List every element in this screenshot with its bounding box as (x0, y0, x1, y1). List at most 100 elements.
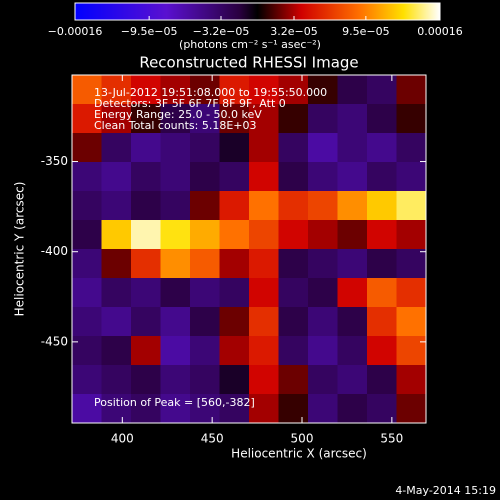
heat-cell (337, 336, 368, 366)
heat-cell (219, 220, 250, 250)
x-tick-label: 500 (291, 432, 314, 446)
heat-cell (278, 394, 309, 424)
heat-cell (249, 394, 279, 424)
heat-cell (101, 278, 132, 308)
heat-cell (131, 162, 161, 192)
colorbar-tick-label: 3.2e−05 (270, 25, 317, 38)
heat-cell (219, 365, 250, 395)
heat-cell (278, 220, 309, 250)
heat-cell (72, 75, 102, 105)
heat-cell (190, 220, 220, 250)
heat-cell (308, 336, 338, 366)
heat-cell (337, 104, 368, 134)
heat-cell (160, 191, 191, 221)
heat-cell (249, 133, 279, 163)
heat-cell (278, 191, 309, 221)
heat-cell (278, 162, 309, 192)
heat-cell (337, 278, 368, 308)
heat-cell (160, 336, 191, 366)
heat-cell (308, 278, 338, 308)
heat-cell (396, 104, 427, 134)
colorbar-tick-label: −0.00016 (48, 25, 103, 38)
heat-cell (101, 394, 132, 424)
heat-cell (190, 394, 220, 424)
heat-cell (190, 75, 220, 105)
peak-label: Position of Peak = [560,-382] (94, 396, 255, 409)
heat-cell (278, 307, 309, 337)
heat-cell (396, 162, 427, 192)
heat-cell (160, 133, 191, 163)
heat-cell (131, 104, 161, 134)
heat-cell (337, 307, 368, 337)
heat-cell (101, 133, 132, 163)
heat-cell (308, 104, 338, 134)
x-tick-label: 550 (380, 432, 403, 446)
heat-cell (190, 307, 220, 337)
heat-cell (367, 365, 397, 395)
heat-cell (278, 249, 309, 279)
heat-cell (249, 249, 279, 279)
colorbar (74, 2, 441, 21)
heat-cell (337, 191, 368, 221)
heat-cell (249, 307, 279, 337)
heat-cell (396, 133, 427, 163)
heat-cell (308, 191, 338, 221)
heat-cell (278, 104, 309, 134)
heat-cell (396, 307, 427, 337)
heat-cell (131, 220, 161, 250)
heat-cell (101, 191, 132, 221)
heat-cell (219, 307, 250, 337)
heat-cell (131, 307, 161, 337)
heat-cell (308, 249, 338, 279)
heat-cell (131, 394, 161, 424)
heat-cell (337, 75, 368, 105)
heat-cell (190, 278, 220, 308)
heat-cell (337, 394, 368, 424)
heat-cell (219, 133, 250, 163)
heat-cell (219, 104, 250, 134)
heat-cell (337, 133, 368, 163)
heat-cell (72, 336, 102, 366)
heat-cell (131, 75, 161, 105)
heat-cell (308, 394, 338, 424)
heat-cell (308, 162, 338, 192)
y-tick-label: -450 (41, 334, 68, 348)
heat-cell (249, 220, 279, 250)
x-tick-label: 400 (111, 432, 134, 446)
heat-cell (131, 191, 161, 221)
heat-cell (190, 162, 220, 192)
heat-cell (249, 365, 279, 395)
chart-title: Reconstructed RHESSI Image (139, 54, 358, 72)
heat-cell (337, 249, 368, 279)
heat-cell (72, 191, 102, 221)
colorbar-tick-label: −9.5e−05 (121, 25, 178, 38)
heat-cell (396, 191, 427, 221)
heat-cell (219, 162, 250, 192)
heat-cell (101, 249, 132, 279)
heat-cell (131, 365, 161, 395)
heat-cell (367, 191, 397, 221)
heat-cell (367, 75, 397, 105)
heat-cell (337, 220, 368, 250)
heat-cell (396, 365, 427, 395)
heat-cell (367, 220, 397, 250)
heat-cell (160, 394, 191, 424)
heat-cell (219, 336, 250, 366)
heat-cell (72, 249, 102, 279)
heat-cell (160, 307, 191, 337)
colorbar-tick-label: 0.00016 (417, 25, 463, 38)
y-tick-label: -400 (41, 244, 68, 258)
annotation: 13-Jul-2012 19:51:08.000 to 19:55:50.000 (94, 86, 327, 99)
heat-cell (72, 394, 102, 424)
heat-cell (249, 75, 279, 105)
annotation: Detectors: 3F 5F 6F 7F 8F 9F, Att 0 (94, 97, 286, 110)
heat-cell (131, 278, 161, 308)
heat-cell (219, 191, 250, 221)
heat-cell (308, 75, 338, 105)
heat-cell (308, 220, 338, 250)
heat-cell (249, 162, 279, 192)
heat-cell (278, 278, 309, 308)
x-tick-label: 450 (201, 432, 224, 446)
heat-cell (160, 220, 191, 250)
